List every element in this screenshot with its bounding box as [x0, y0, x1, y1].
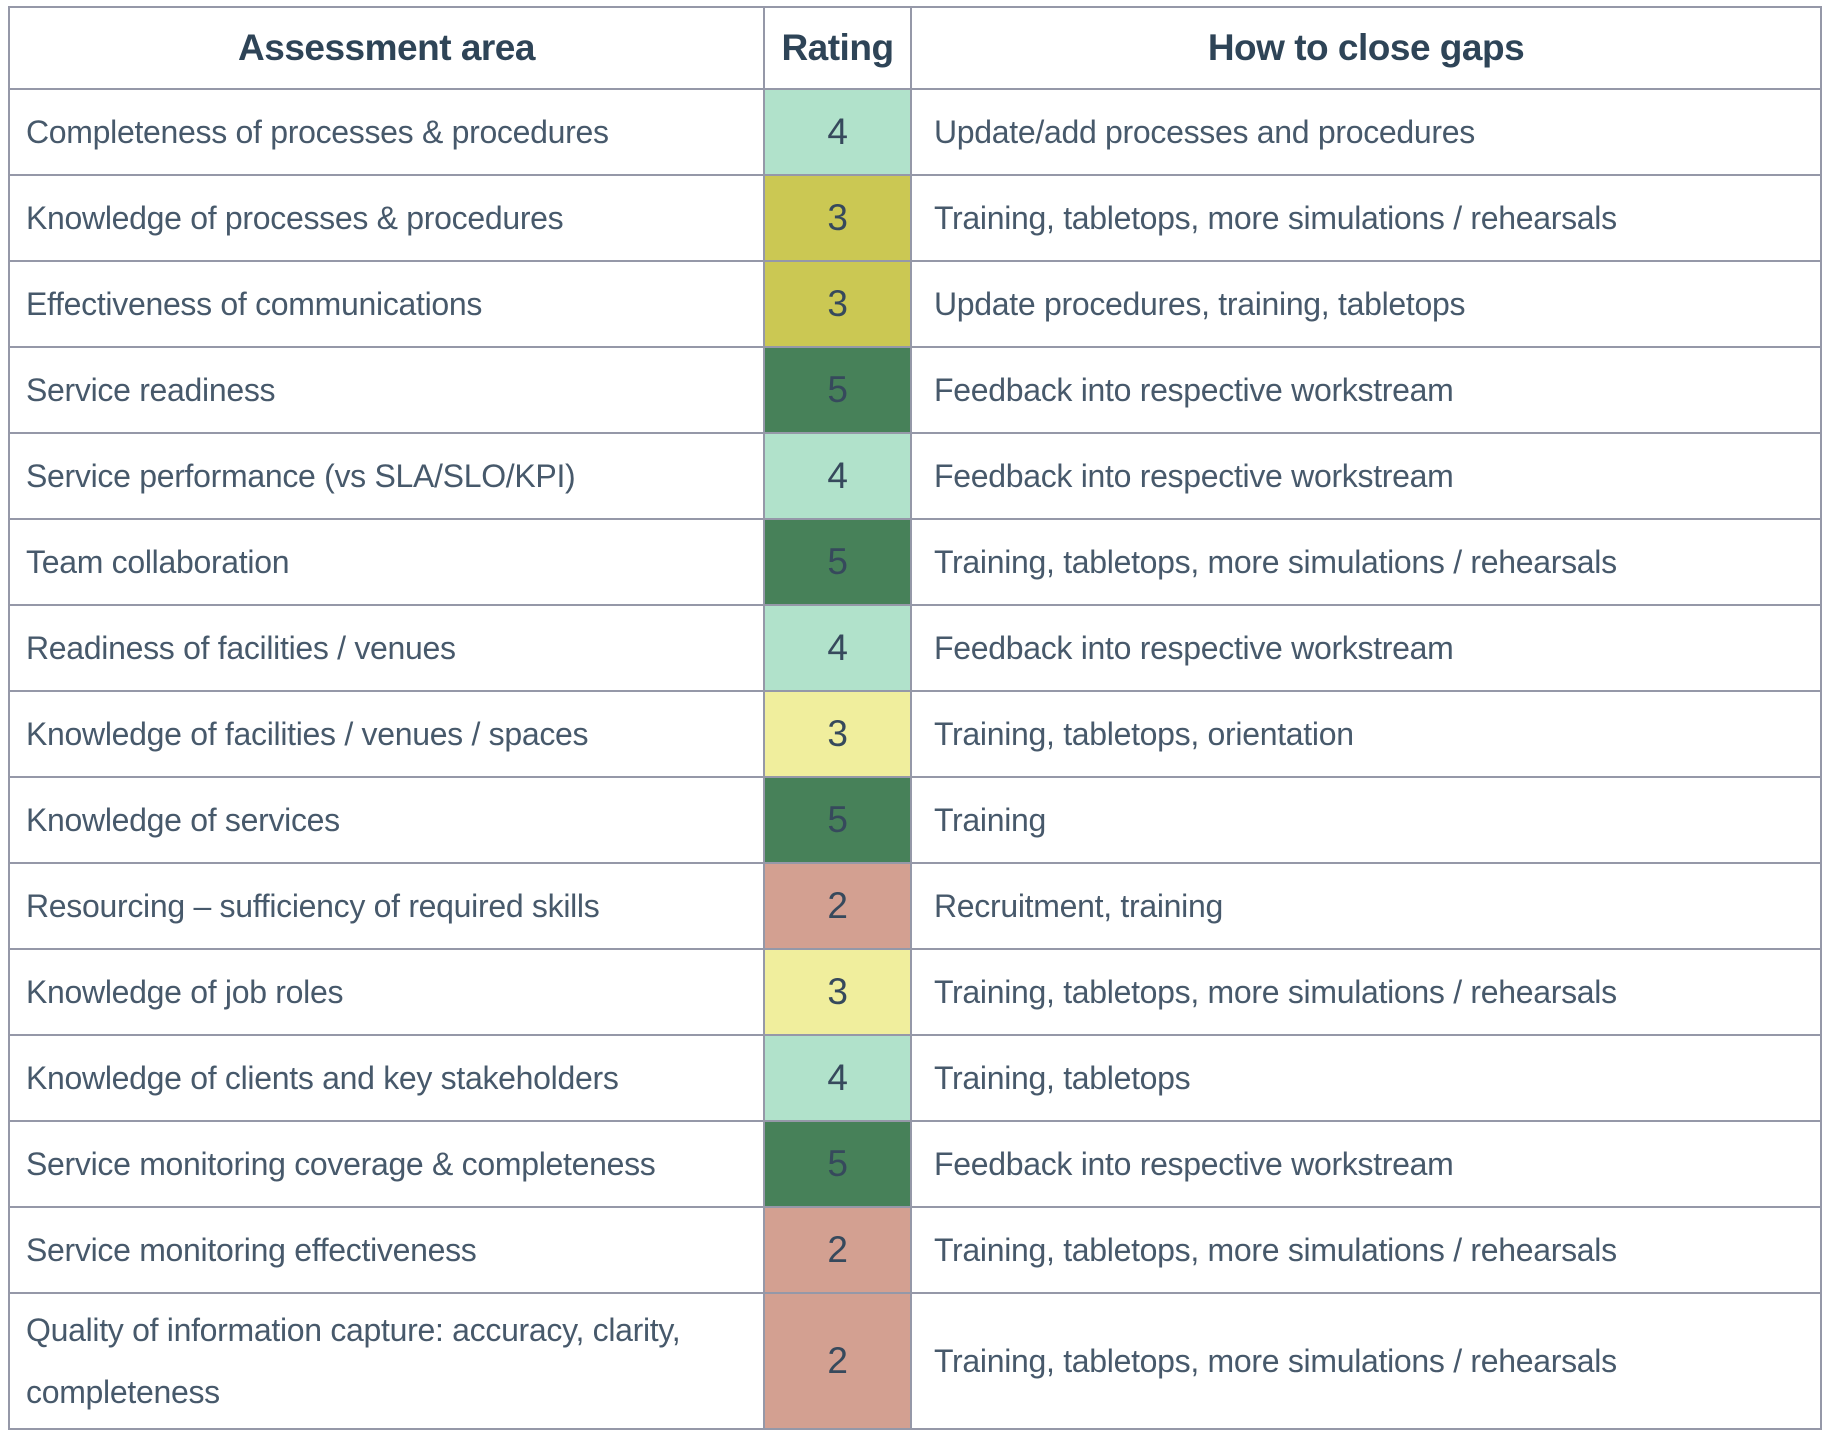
table-row: Service readiness 5 Feedback into respec… — [8, 346, 1822, 434]
rating-cell: 3 — [763, 690, 912, 778]
rating-cell: 5 — [763, 346, 912, 434]
assessment-area-cell: Knowledge of clients and key stakeholder… — [8, 1034, 765, 1122]
table-row: Readiness of facilities / venues 4 Feedb… — [8, 604, 1822, 692]
assessment-area-cell: Service performance (vs SLA/SLO/KPI) — [8, 432, 765, 520]
gap-cell: Feedback into respective workstream — [910, 346, 1822, 434]
table-row: Service monitoring coverage & completene… — [8, 1120, 1822, 1208]
rating-cell: 5 — [763, 776, 912, 864]
gap-cell: Recruitment, training — [910, 862, 1822, 950]
table-row: Service performance (vs SLA/SLO/KPI) 4 F… — [8, 432, 1822, 520]
table-row: Resourcing – sufficiency of required ski… — [8, 862, 1822, 950]
table-row: Knowledge of processes & procedures 3 Tr… — [8, 174, 1822, 262]
assessment-area-cell: Knowledge of job roles — [8, 948, 765, 1036]
assessment-table: Assessment area Rating How to close gaps… — [8, 6, 1822, 1430]
assessment-area-cell: Service monitoring effectiveness — [8, 1206, 765, 1294]
column-header-rating: Rating — [763, 6, 912, 90]
table-row: Knowledge of job roles 3 Training, table… — [8, 948, 1822, 1036]
table-body: Completeness of processes & procedures 4… — [8, 88, 1822, 1430]
assessment-area-cell: Readiness of facilities / venues — [8, 604, 765, 692]
table-row: Knowledge of clients and key stakeholder… — [8, 1034, 1822, 1122]
assessment-area-cell: Knowledge of services — [8, 776, 765, 864]
assessment-area-cell: Knowledge of processes & procedures — [8, 174, 765, 262]
gap-cell: Training — [910, 776, 1822, 864]
assessment-area-cell: Team collaboration — [8, 518, 765, 606]
assessment-area-cell: Knowledge of facilities / venues / space… — [8, 690, 765, 778]
gap-cell: Update/add processes and procedures — [910, 88, 1822, 176]
gap-cell: Training, tabletops — [910, 1034, 1822, 1122]
column-header-how-to-close-gaps: How to close gaps — [910, 6, 1822, 90]
rating-cell: 2 — [763, 862, 912, 950]
gap-cell: Training, tabletops, more simulations / … — [910, 174, 1822, 262]
table-header: Assessment area Rating How to close gaps — [8, 6, 1822, 90]
gap-cell: Training, tabletops, more simulations / … — [910, 1292, 1822, 1430]
rating-cell: 5 — [763, 518, 912, 606]
table-row: Service monitoring effectiveness 2 Train… — [8, 1206, 1822, 1294]
table-row: Team collaboration 5 Training, tabletops… — [8, 518, 1822, 606]
table-row: Completeness of processes & procedures 4… — [8, 88, 1822, 176]
rating-cell: 5 — [763, 1120, 912, 1208]
rating-cell: 2 — [763, 1206, 912, 1294]
table-row: Knowledge of services 5 Training — [8, 776, 1822, 864]
table-row: Effectiveness of communications 3 Update… — [8, 260, 1822, 348]
rating-cell: 4 — [763, 604, 912, 692]
gap-cell: Feedback into respective workstream — [910, 1120, 1822, 1208]
rating-cell: 3 — [763, 260, 912, 348]
gap-cell: Feedback into respective workstream — [910, 432, 1822, 520]
gap-cell: Training, tabletops, more simulations / … — [910, 1206, 1822, 1294]
gap-cell: Training, tabletops, orientation — [910, 690, 1822, 778]
rating-cell: 4 — [763, 1034, 912, 1122]
rating-cell: 3 — [763, 948, 912, 1036]
rating-cell: 3 — [763, 174, 912, 262]
rating-cell: 4 — [763, 432, 912, 520]
assessment-area-cell: Resourcing – sufficiency of required ski… — [8, 862, 765, 950]
assessment-area-cell: Service monitoring coverage & completene… — [8, 1120, 765, 1208]
assessment-area-cell: Completeness of processes & procedures — [8, 88, 765, 176]
assessment-area-cell: Quality of information capture: accuracy… — [8, 1292, 765, 1430]
header-row: Assessment area Rating How to close gaps — [8, 6, 1822, 90]
assessment-area-cell: Service readiness — [8, 346, 765, 434]
table-row: Knowledge of facilities / venues / space… — [8, 690, 1822, 778]
gap-cell: Feedback into respective workstream — [910, 604, 1822, 692]
gap-cell: Training, tabletops, more simulations / … — [910, 518, 1822, 606]
rating-cell: 4 — [763, 88, 912, 176]
rating-cell: 2 — [763, 1292, 912, 1430]
gap-cell: Update procedures, training, tabletops — [910, 260, 1822, 348]
gap-cell: Training, tabletops, more simulations / … — [910, 948, 1822, 1036]
table-row: Quality of information capture: accuracy… — [8, 1292, 1822, 1430]
column-header-assessment-area: Assessment area — [8, 6, 765, 90]
assessment-area-cell: Effectiveness of communications — [8, 260, 765, 348]
